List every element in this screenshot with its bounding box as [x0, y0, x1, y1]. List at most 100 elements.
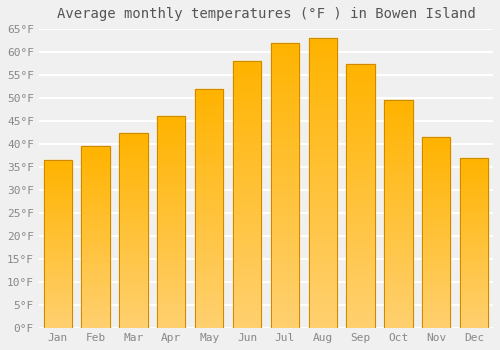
Bar — [422, 229, 450, 231]
Bar — [195, 230, 224, 232]
Bar — [422, 292, 450, 294]
Bar — [384, 326, 412, 328]
Bar — [82, 268, 110, 270]
Bar — [460, 216, 488, 217]
Bar — [384, 235, 412, 237]
Bar — [157, 315, 186, 317]
Bar — [308, 64, 337, 67]
Bar — [233, 152, 261, 155]
Bar — [233, 317, 261, 320]
Bar — [157, 174, 186, 176]
Bar — [308, 244, 337, 247]
Bar — [422, 168, 450, 170]
Bar — [195, 228, 224, 230]
Bar — [308, 76, 337, 79]
Bar — [422, 172, 450, 174]
Bar — [195, 122, 224, 125]
Bar — [346, 69, 375, 71]
Bar — [346, 286, 375, 288]
Bar — [308, 143, 337, 146]
Bar — [308, 285, 337, 288]
Bar — [119, 244, 148, 246]
Bar — [157, 197, 186, 199]
Bar — [346, 156, 375, 159]
Bar — [195, 257, 224, 259]
Bar — [157, 226, 186, 229]
Bar — [157, 269, 186, 271]
Bar — [460, 178, 488, 180]
Bar — [422, 193, 450, 195]
Bar — [308, 160, 337, 163]
Bar — [157, 144, 186, 146]
Bar — [157, 294, 186, 296]
Bar — [270, 237, 299, 240]
Bar — [195, 254, 224, 257]
Bar — [308, 62, 337, 64]
Bar — [157, 195, 186, 197]
Bar — [346, 217, 375, 220]
Bar — [270, 80, 299, 83]
Bar — [157, 188, 186, 191]
Bar — [119, 150, 148, 152]
Bar — [346, 193, 375, 196]
Bar — [384, 303, 412, 306]
Bar — [233, 99, 261, 101]
Bar — [44, 179, 72, 180]
Bar — [82, 184, 110, 187]
Bar — [157, 131, 186, 133]
Bar — [308, 189, 337, 192]
Bar — [82, 201, 110, 203]
Bar — [233, 61, 261, 64]
Bar — [233, 66, 261, 69]
Bar — [195, 141, 224, 144]
Bar — [346, 315, 375, 317]
Bar — [384, 319, 412, 321]
Bar — [119, 266, 148, 267]
Bar — [82, 256, 110, 257]
Bar — [346, 307, 375, 310]
Bar — [44, 295, 72, 296]
Bar — [308, 180, 337, 183]
Bar — [460, 183, 488, 185]
Bar — [308, 288, 337, 290]
Bar — [384, 198, 412, 201]
Bar — [119, 326, 148, 328]
Bar — [119, 229, 148, 230]
Bar — [346, 201, 375, 204]
Bar — [422, 189, 450, 191]
Bar — [157, 119, 186, 121]
Bar — [384, 210, 412, 212]
Bar — [157, 169, 186, 172]
Bar — [119, 183, 148, 186]
Bar — [308, 209, 337, 212]
Bar — [422, 321, 450, 322]
Bar — [119, 248, 148, 250]
Bar — [157, 186, 186, 188]
Bar — [460, 158, 488, 160]
Bar — [82, 292, 110, 294]
Bar — [460, 238, 488, 240]
Bar — [195, 151, 224, 154]
Bar — [346, 270, 375, 273]
Bar — [460, 279, 488, 280]
Bar — [233, 320, 261, 323]
Bar — [44, 222, 72, 224]
Bar — [157, 150, 186, 153]
Bar — [195, 161, 224, 163]
Bar — [119, 295, 148, 297]
Bar — [270, 171, 299, 174]
Bar — [82, 248, 110, 250]
Bar — [270, 160, 299, 163]
Bar — [44, 256, 72, 258]
Bar — [82, 208, 110, 210]
Bar — [346, 198, 375, 201]
Bar — [233, 270, 261, 272]
Bar — [460, 299, 488, 301]
Bar — [233, 96, 261, 99]
Bar — [44, 288, 72, 289]
Bar — [44, 274, 72, 276]
Bar — [82, 236, 110, 237]
Bar — [195, 309, 224, 312]
Bar — [233, 248, 261, 251]
Bar — [44, 204, 72, 205]
